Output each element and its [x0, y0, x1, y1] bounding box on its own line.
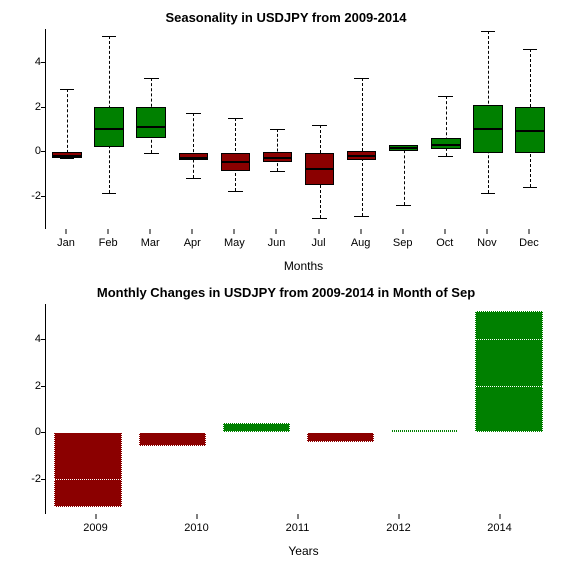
box [94, 107, 123, 147]
x-tick-label: 2009 [83, 522, 107, 534]
x-tick-label: Aug [351, 237, 371, 249]
y-tick-label: 0 [16, 145, 41, 157]
bar [54, 432, 121, 507]
chart2-y-axis: -2 0 2 4 [16, 304, 41, 514]
chart1-plot-area: -2024 [45, 29, 551, 229]
chart1-x-title: Months [45, 259, 562, 273]
y-tick-label: 4 [16, 56, 41, 68]
x-tick-label: 2012 [386, 522, 410, 534]
x-tick-label: Nov [477, 237, 497, 249]
x-tick-label: Dec [519, 237, 539, 249]
x-tick-label: 2014 [487, 522, 511, 534]
y-tick-label: -2 [16, 190, 41, 202]
x-tick-label: 2010 [184, 522, 208, 534]
bar [223, 423, 290, 432]
seasonality-chart: Seasonality in USDJPY from 2009-2014 -2 0… [10, 10, 562, 273]
bar [139, 432, 206, 446]
chart1-x-axis: Jan Feb Mar Apr May Jun Jul Aug Sep Oct Nov Dec [45, 237, 562, 257]
y-tick-label: 4 [16, 333, 41, 345]
x-tick-label: Jun [268, 237, 286, 249]
whisker [277, 129, 278, 171]
x-tick-label: Mar [141, 237, 160, 249]
x-tick-label: Jul [312, 237, 326, 249]
x-tick-label: Apr [184, 237, 201, 249]
whisker [193, 113, 194, 177]
x-tick-label: Jan [57, 237, 75, 249]
y-tick-label: 2 [16, 101, 41, 113]
chart2-x-axis: 2009 2010 2011 2012 2014 [45, 522, 562, 542]
chart1-y-axis: -2 0 2 4 [16, 29, 41, 229]
whisker [67, 89, 68, 158]
y-tick-label: 0 [16, 426, 41, 438]
x-tick-label: Sep [393, 237, 413, 249]
y-tick-label: 2 [16, 380, 41, 392]
x-tick-label: May [224, 237, 245, 249]
monthly-changes-chart: Monthly Changes in USDJPY from 2009-2014… [10, 285, 562, 558]
y-tick-label: -2 [16, 473, 41, 485]
box [136, 107, 165, 138]
whisker [362, 78, 363, 216]
x-tick-label: Feb [99, 237, 118, 249]
chart2-plot-area: -2024 [45, 304, 551, 514]
chart1-title: Seasonality in USDJPY from 2009-2014 [10, 10, 562, 25]
chart2-title: Monthly Changes in USDJPY from 2009-2014… [10, 285, 562, 300]
chart2-x-title: Years [45, 544, 562, 558]
x-tick-label: 2011 [286, 522, 310, 534]
x-tick-label: Oct [436, 237, 453, 249]
bar [475, 311, 542, 432]
whisker [404, 145, 405, 205]
